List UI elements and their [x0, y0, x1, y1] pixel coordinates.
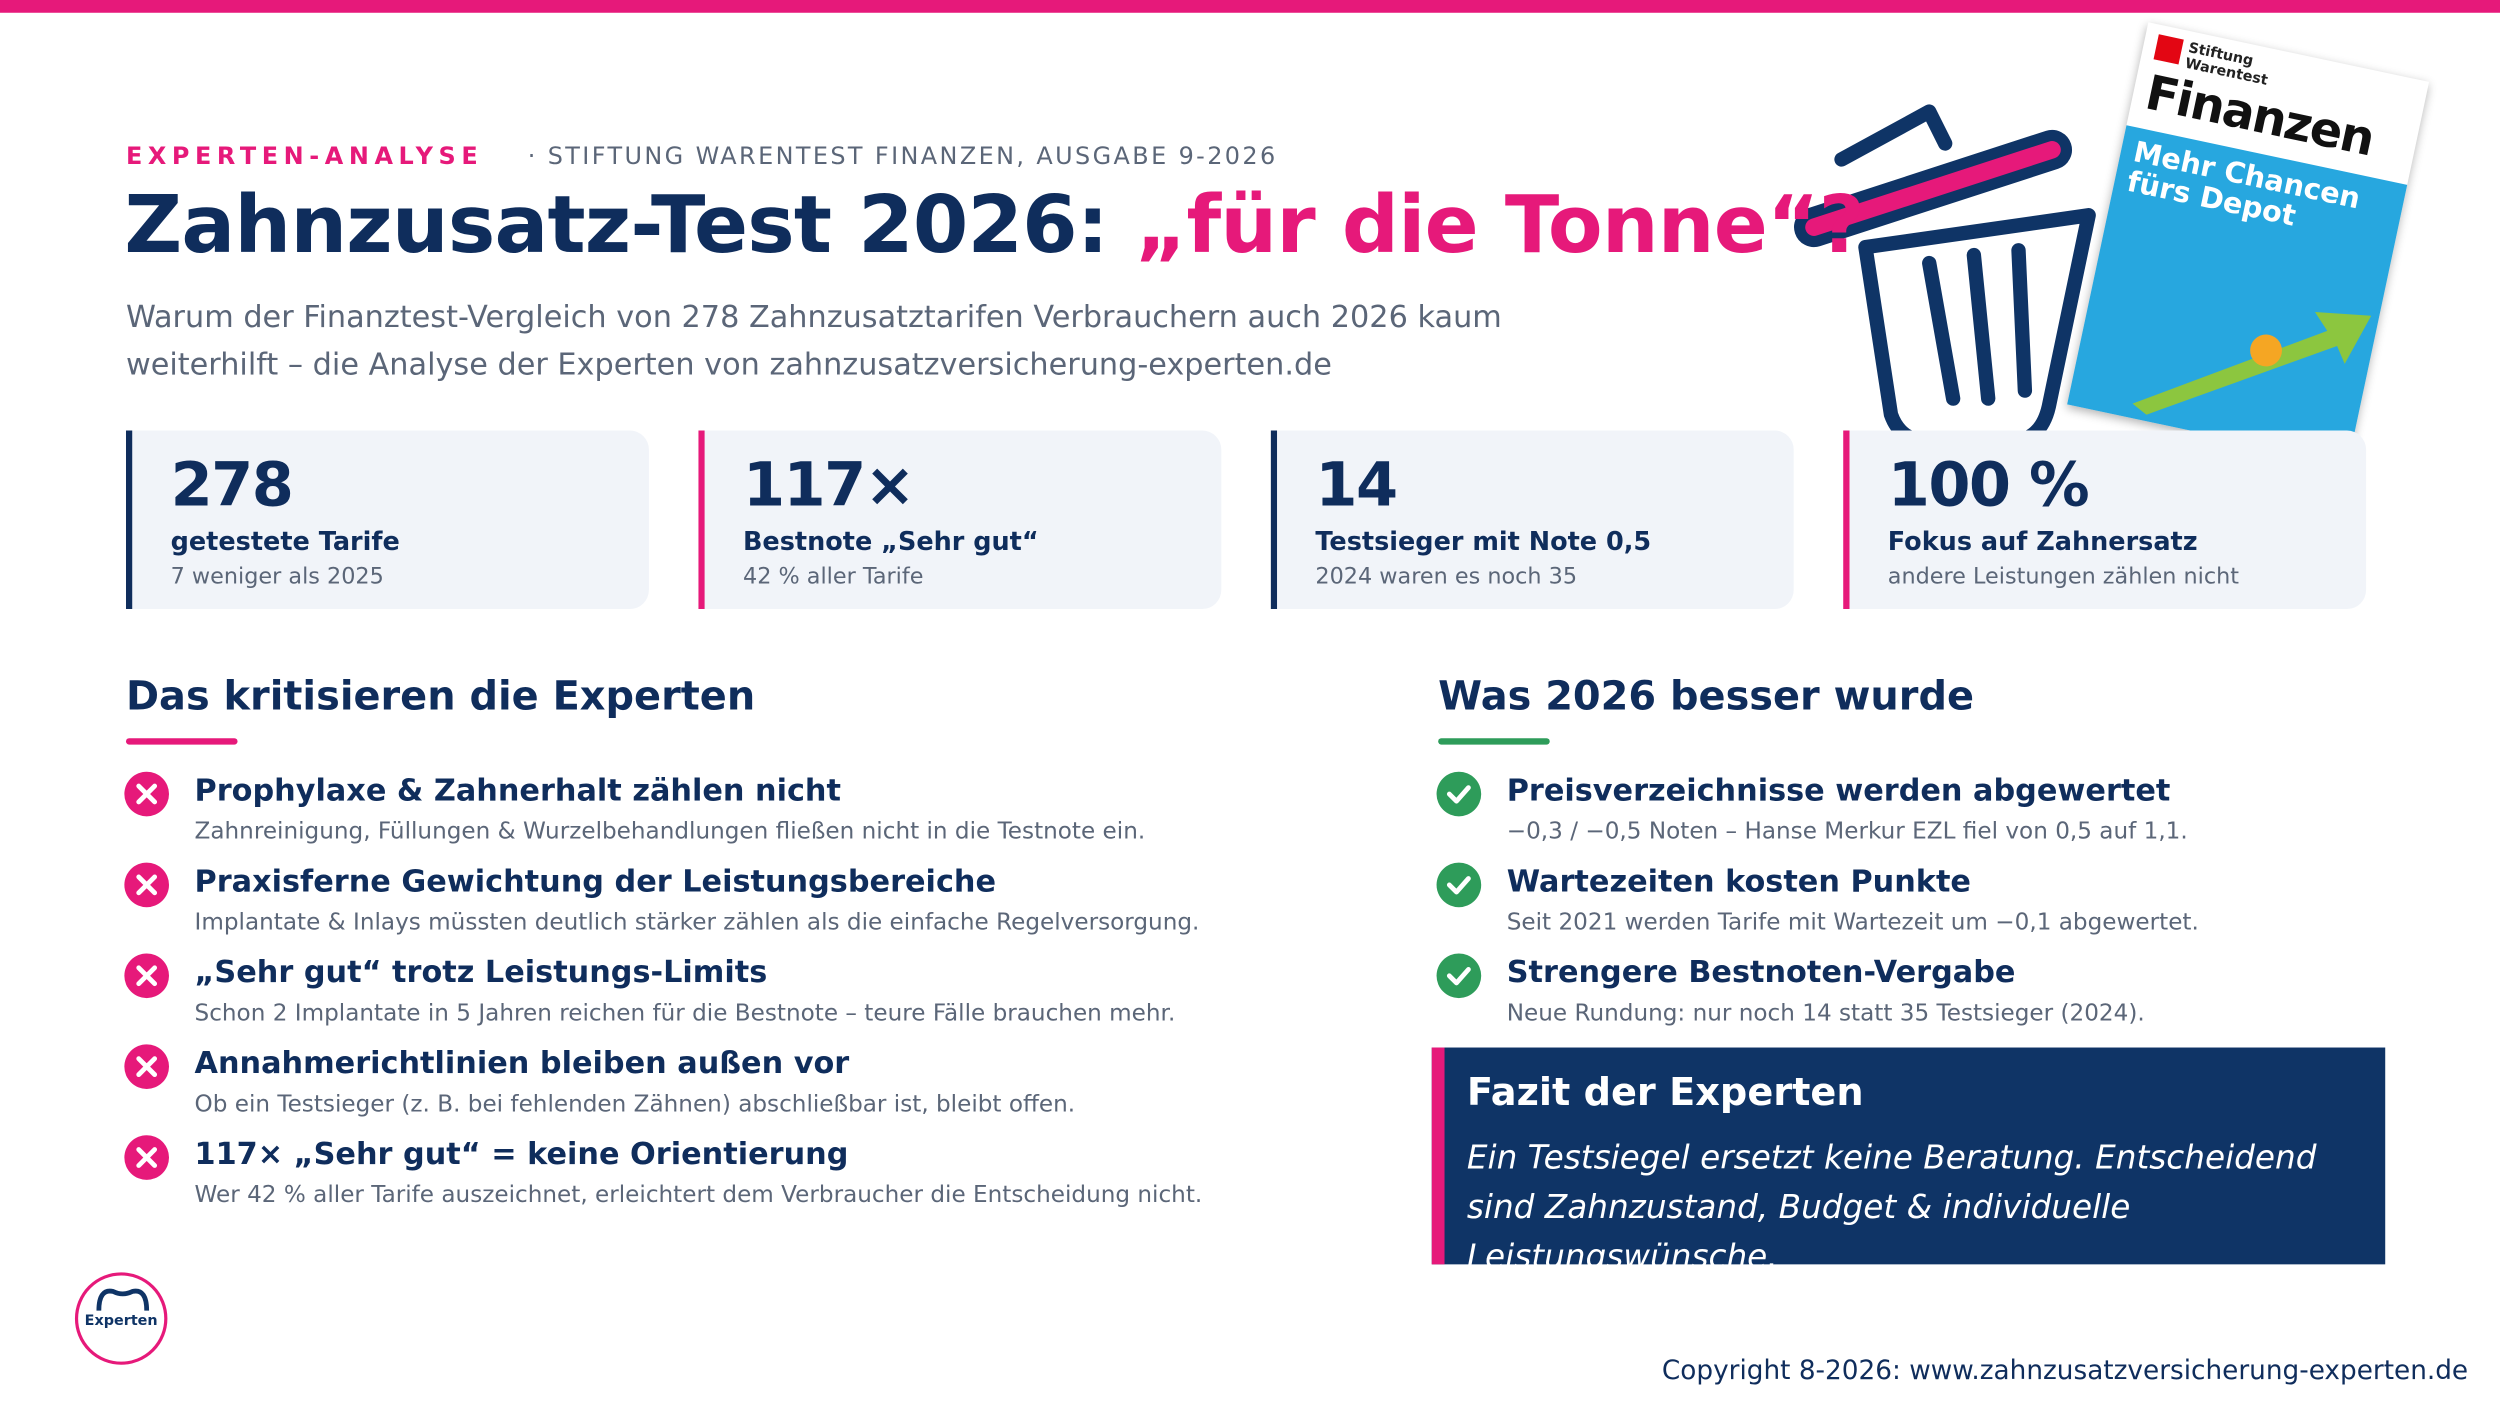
item-title: „Sehr gut“ trotz Leistungs-Limits	[194, 955, 768, 991]
trash-icon	[1794, 104, 2096, 449]
item-text: Ob ein Testsieger (z. B. bei fehlenden Z…	[194, 1092, 1076, 1118]
source: · STIFTUNG WARENTEST FINANZEN, AUSGABE 9…	[527, 141, 1278, 171]
title-highlight: „für die Tonne“?	[1134, 178, 1865, 272]
item-title: Annahmerichtlinien bleiben außen vor	[194, 1045, 850, 1082]
stat-card: 117× Bestnote „Sehr gut“ 42 % aller Tarife	[698, 430, 1222, 610]
status-icon	[124, 1135, 170, 1180]
magazine-logo	[2153, 34, 2184, 65]
conclusion-box: Fazit der Experten Ein Testsiegel ersetz…	[1431, 1047, 2386, 1276]
status-icon	[124, 1044, 170, 1089]
status-icon	[1436, 953, 1482, 999]
item-title: Strengere Bestnoten-Vergabe	[1506, 955, 2016, 991]
status-icon	[1436, 862, 1482, 908]
stat-value: 14	[1315, 449, 1398, 520]
top-bar	[0, 0, 2500, 13]
item-text: Seit 2021 werden Tarife mit Wartezeit um…	[1506, 910, 2199, 936]
stat-card: 278 getestete Tarife 7 weniger als 2025	[125, 430, 649, 610]
heading-underline	[1438, 738, 1550, 745]
stat-note: 42 % aller Tarife	[742, 564, 924, 590]
item-text: Neue Rundung: nur noch 14 statt 35 Tests…	[1506, 1001, 2145, 1027]
status-icon	[1436, 771, 1482, 817]
status-icon	[124, 862, 170, 908]
stat-value: 100 %	[1887, 449, 2090, 520]
item-title: Praxisferne Gewichtung der Leistungsbere…	[194, 864, 997, 900]
subtitle: Warum der Finanztest-Vergleich von 278 Z…	[125, 299, 1502, 383]
item-title: 117× „Sehr gut“ = keine Orientierung	[194, 1136, 849, 1172]
critique-heading: Das kritisieren die Experten	[125, 672, 756, 720]
conclusion-heading: Fazit der Experten	[1466, 1069, 1864, 1115]
magazine-panel: Mehr Chancen fürs Depot	[2067, 125, 2408, 465]
stat-label: Fokus auf Zahnersatz	[1887, 526, 2198, 557]
stat-note: 7 weniger als 2025	[170, 564, 384, 590]
title: Zahnzusatz-Test 2026: „für die Tonne“?	[124, 178, 1865, 272]
item-title: Preisverzeichnisse werden abgewertet	[1506, 773, 2171, 809]
stat-label: Bestnote „Sehr gut“	[742, 526, 1039, 557]
status-icon	[124, 953, 170, 999]
item-text: Implantate & Inlays müssten deutlich stä…	[194, 910, 1200, 936]
kicker: EXPERTEN-ANALYSE	[125, 141, 484, 171]
item-text: Zahnreinigung, Füllungen & Wurzelbehandl…	[194, 819, 1146, 846]
stat-label: getestete Tarife	[170, 526, 400, 557]
stat-card: 100 % Fokus auf Zahnersatz andere Leistung…	[1843, 430, 2367, 610]
conclusion-text: Ein Testsiegel ersetzt keine Beratung. E…	[1466, 1138, 2317, 1276]
item-text: Schon 2 Implantate in 5 Jahren reichen f…	[194, 1001, 1176, 1027]
logo-tooth	[96, 1288, 150, 1311]
logo-text: Experten	[84, 1313, 158, 1330]
stat-value: 278	[170, 449, 294, 520]
item-title: Prophylaxe & Zahnerhalt zählen nicht	[194, 773, 841, 809]
stat-value: 117×	[742, 449, 915, 520]
improvements-heading: Was 2026 besser wurde	[1438, 672, 1975, 720]
status-icon	[124, 771, 170, 817]
title-main: Zahnzusatz-Test 2026:	[124, 178, 1108, 272]
magazine-cover: Stiftung Warentest Finanzen Mehr Chancen…	[2067, 22, 2430, 465]
stat-card: 14 Testsieger mit Note 0,5 2024 waren es n…	[1270, 430, 1794, 610]
heading-underline	[125, 738, 238, 745]
item-text: Wer 42 % aller Tarife auszeichnet, erlei…	[194, 1183, 1203, 1209]
stat-label: Testsieger mit Note 0,5	[1315, 526, 1652, 557]
stat-note: andere Leistungen zählen nicht	[1887, 564, 2240, 590]
magazine-arrow	[2132, 311, 2372, 415]
item-text: −0,3 / −0,5 Noten – Hanse Merkur EZL fie…	[1506, 819, 2188, 846]
item-title: Wartezeiten kosten Punkte	[1506, 864, 1972, 900]
logo: Experten	[74, 1272, 168, 1365]
stat-note: 2024 waren es noch 35	[1315, 564, 1578, 590]
copyright: Copyright 8-2026: www.zahnzusatzversiche…	[1661, 1355, 2469, 1386]
